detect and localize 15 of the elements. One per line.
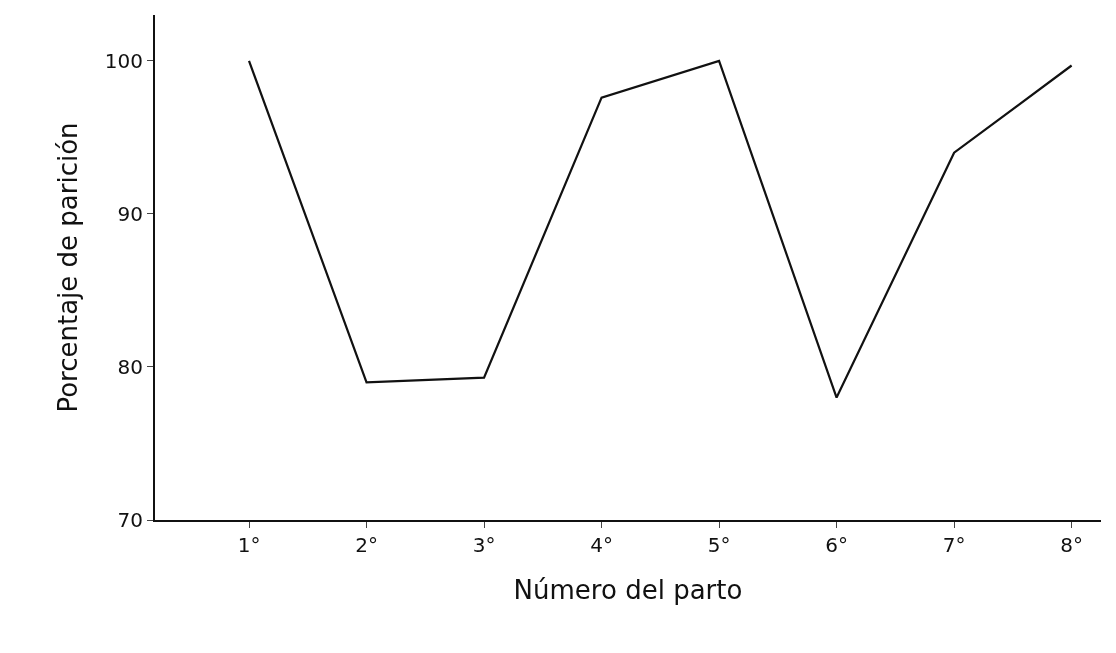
x-tick-label: 7° — [942, 533, 966, 557]
x-tick-label: 1° — [237, 533, 261, 557]
x-tick-label: 4° — [590, 533, 613, 557]
x-axis-title: Número del parto — [513, 575, 743, 606]
y-tick-label: 70 — [117, 508, 143, 532]
x-tick-label: 8° — [1060, 533, 1083, 557]
y-tick-label: 100 — [104, 48, 143, 73]
x-tick-label: 3° — [472, 533, 496, 557]
x-tick-label: 5° — [707, 533, 731, 557]
y-tick-label: 90 — [117, 201, 143, 226]
x-tick-label: 6° — [825, 533, 848, 557]
x-tick-label: 2° — [355, 533, 378, 557]
y-axis-title: Porcentaje de parición — [52, 122, 83, 413]
line-series — [247, 59, 1073, 399]
y-tick-label: 80 — [117, 354, 143, 379]
